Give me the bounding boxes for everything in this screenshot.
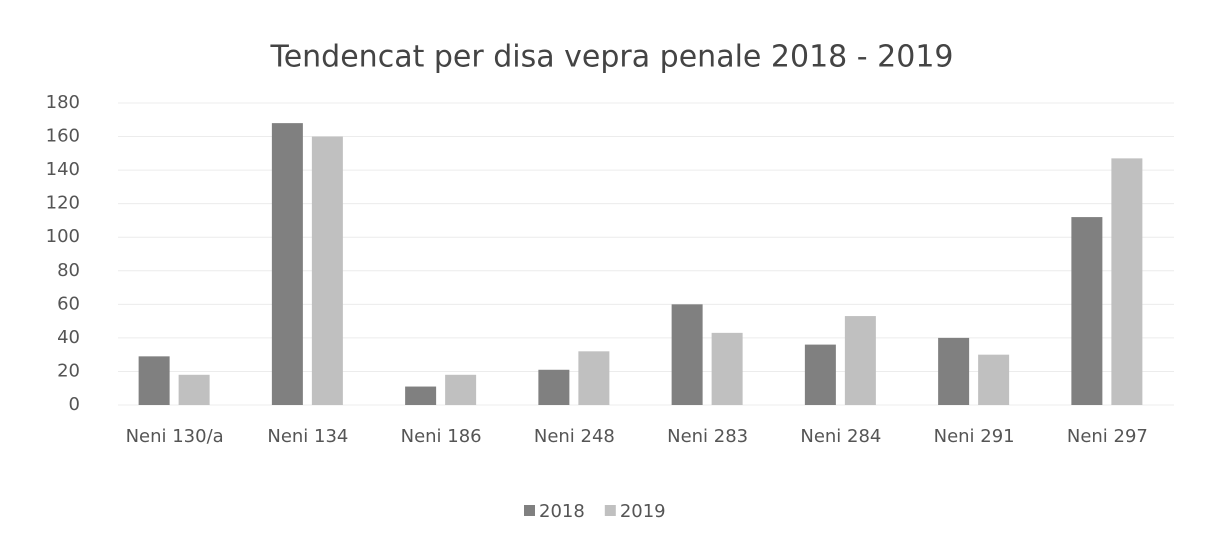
x-tick-label: Neni 134 [267, 426, 348, 447]
y-tick-label: 100 [46, 226, 80, 247]
bar [978, 354, 1010, 405]
legend-swatch [524, 505, 535, 516]
bar [671, 304, 703, 405]
y-tick-label: 120 [46, 193, 80, 214]
y-tick-label: 160 [46, 126, 80, 147]
y-tick-label: 0 [69, 394, 80, 415]
bar [138, 356, 170, 405]
bar [178, 374, 210, 405]
bar [538, 369, 570, 405]
bar [1111, 158, 1143, 405]
x-tick-label: Neni 186 [401, 426, 482, 447]
legend-swatch [604, 505, 616, 516]
x-tick-label: Neni 284 [800, 426, 881, 447]
bar [445, 374, 477, 405]
x-tick-label: Neni 297 [1067, 426, 1148, 447]
x-tick-label: Neni 283 [667, 426, 748, 447]
y-tick-label: 40 [57, 327, 80, 348]
bar [405, 386, 437, 405]
y-tick-label: 80 [57, 260, 80, 281]
bar [844, 316, 876, 405]
bar [271, 123, 303, 405]
bar [578, 351, 610, 405]
bar [311, 136, 343, 406]
y-tick-label: 60 [57, 293, 80, 314]
x-tick-label: Neni 248 [534, 426, 615, 447]
y-tick-label: 140 [46, 159, 80, 180]
x-tick-label: Neni 130/a [126, 426, 224, 447]
bar [938, 337, 970, 405]
legend-label: 2019 [620, 501, 666, 522]
y-tick-label: 20 [57, 360, 80, 381]
chart-title: Tendencat per disa vepra penale 2018 - 2… [269, 40, 953, 75]
x-tick-label: Neni 291 [934, 426, 1015, 447]
legend-label: 2018 [539, 501, 585, 522]
bar [804, 344, 836, 405]
bar [1071, 217, 1103, 405]
y-tick-label: 180 [46, 92, 80, 113]
bar [711, 332, 743, 405]
